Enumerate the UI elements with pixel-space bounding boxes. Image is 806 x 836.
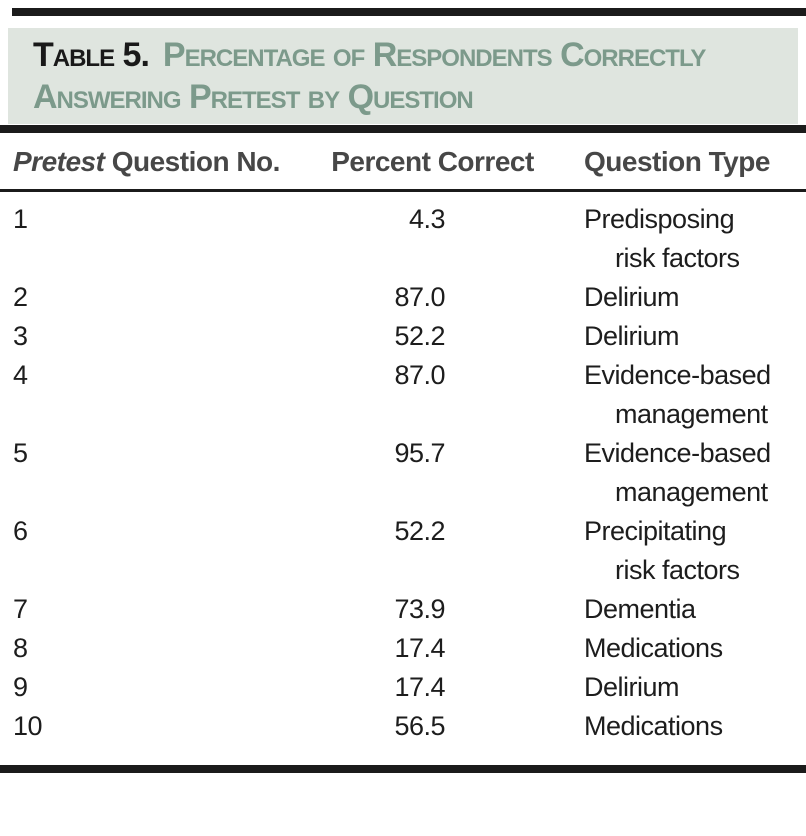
- cell-question-no: 8: [13, 633, 28, 663]
- cell-question-type: Delirium: [545, 317, 806, 356]
- cell-percent-correct: 87.0: [394, 360, 445, 390]
- table-caption-line2: Answering Pretest by Question: [33, 76, 774, 118]
- table-row: 3 52.2 Delirium: [0, 317, 806, 356]
- cell-question-no: 10: [13, 711, 43, 741]
- top-rule-bar: [12, 8, 806, 16]
- table-row: 2 87.0 Delirium: [0, 278, 806, 317]
- question-type-line1: Delirium: [584, 321, 680, 351]
- question-type-line1: Evidence-based: [584, 438, 771, 468]
- pretest-italic-label: Pretest: [13, 146, 105, 177]
- table-number-label: Table 5.: [33, 36, 150, 74]
- cell-question-type: Delirium: [545, 278, 806, 317]
- cell-question-type: Delirium: [545, 668, 806, 707]
- cell-question-type: Predisposing risk factors: [545, 200, 806, 278]
- table-title-part2: Answering Pretest by Question: [33, 78, 474, 116]
- cell-question-no: 5: [13, 438, 28, 468]
- column-header-question-type: Question Type: [584, 146, 770, 177]
- table-caption-box: Table 5. Percentage of Respondents Correc…: [8, 28, 798, 124]
- column-header-percent-correct: Percent Correct: [331, 146, 534, 177]
- question-type-line1: Precipitating: [584, 516, 727, 546]
- cell-percent-correct: 73.9: [394, 594, 445, 624]
- cell-question-type: Dementia: [545, 590, 806, 629]
- question-type-line1: Dementia: [584, 594, 696, 624]
- cell-question-type: Medications: [545, 707, 806, 746]
- cell-question-no: 9: [13, 672, 28, 702]
- table-caption-line1: Table 5. Percentage of Respondents Correc…: [33, 34, 774, 76]
- top-thick-rule: [0, 125, 806, 133]
- cell-percent-correct: 52.2: [394, 516, 445, 546]
- table-row: 5 95.7 Evidence-based management: [0, 434, 806, 512]
- table-row: 7 73.9 Dementia: [0, 590, 806, 629]
- table-row: 9 17.4 Delirium: [0, 668, 806, 707]
- table-row: 6 52.2 Precipitating risk factors: [0, 512, 806, 590]
- cell-question-no: 1: [13, 204, 28, 234]
- question-type-line1: Delirium: [584, 282, 680, 312]
- cell-question-no: 2: [13, 282, 28, 312]
- cell-percent-correct: 17.4: [394, 633, 445, 663]
- cell-percent-correct: 95.7: [394, 438, 445, 468]
- question-type-line1: Evidence-based: [584, 360, 771, 390]
- question-type-line2: risk factors: [615, 243, 740, 273]
- question-type-line1: Medications: [584, 633, 723, 663]
- cell-percent-correct: 52.2: [394, 321, 445, 351]
- cell-percent-correct: 87.0: [394, 282, 445, 312]
- table-title-part1: Percentage of Respondents Correctly: [162, 36, 707, 74]
- column-header-question-no: Pretest Question No.: [0, 142, 320, 181]
- column-header-row: Pretest Question No. Percent Correct Que…: [0, 142, 806, 181]
- question-no-label: Question No.: [111, 146, 281, 177]
- question-type-line1: Medications: [584, 711, 723, 741]
- question-type-line2: management: [615, 477, 768, 507]
- cell-question-type: Medications: [545, 629, 806, 668]
- cell-question-no: 3: [13, 321, 28, 351]
- cell-question-no: 7: [13, 594, 28, 624]
- question-type-line2: risk factors: [615, 555, 740, 585]
- table-row: 1 4.3 Predisposing risk factors: [0, 200, 806, 278]
- cell-percent-correct: 4.3: [408, 204, 446, 234]
- table-row: 10 56.5 Medications: [0, 707, 806, 746]
- cell-question-type: Precipitating risk factors: [545, 512, 806, 590]
- cell-question-type: Evidence-based management: [545, 434, 806, 512]
- bottom-thick-rule: [0, 765, 806, 773]
- cell-question-type: Evidence-based management: [545, 356, 806, 434]
- question-type-line1: Predisposing: [584, 204, 735, 234]
- cell-question-no: 4: [13, 360, 28, 390]
- cell-percent-correct: 56.5: [394, 711, 445, 741]
- cell-percent-correct: 17.4: [394, 672, 445, 702]
- table-body: 1 4.3 Predisposing risk factors 2 87.0 D…: [0, 200, 806, 746]
- header-underline-rule: [0, 189, 806, 192]
- table-row: 8 17.4 Medications: [0, 629, 806, 668]
- table-row: 4 87.0 Evidence-based management: [0, 356, 806, 434]
- question-type-line2: management: [615, 399, 768, 429]
- question-type-line1: Delirium: [584, 672, 680, 702]
- cell-question-no: 6: [13, 516, 28, 546]
